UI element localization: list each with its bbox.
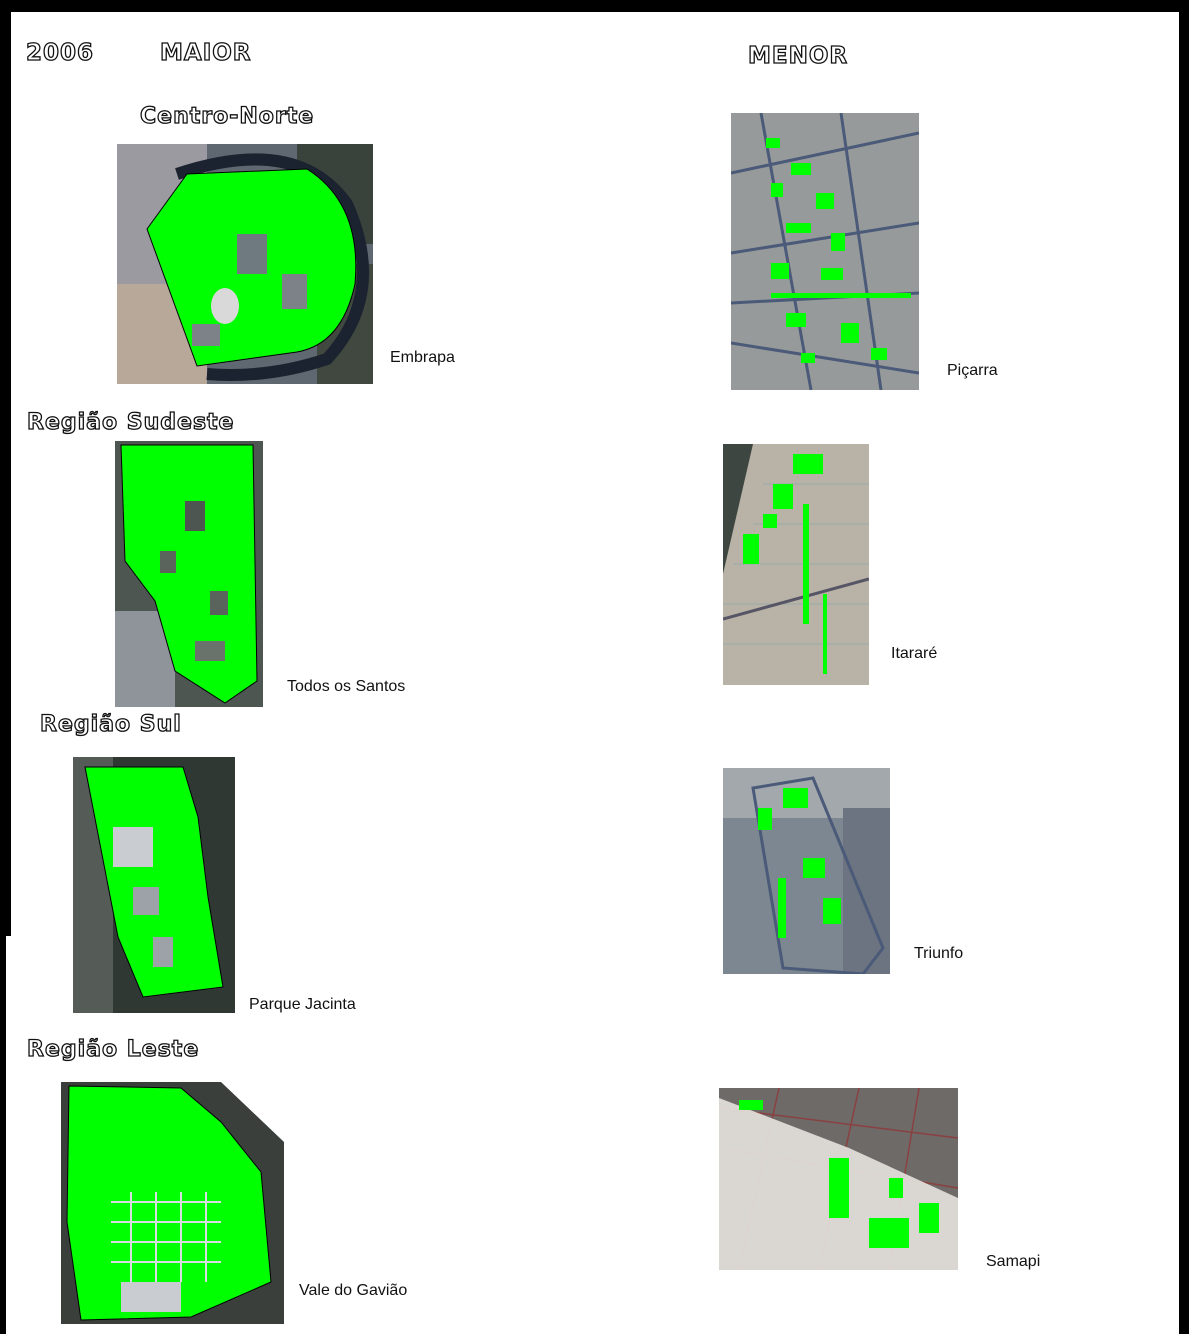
frame-left-border bbox=[0, 0, 11, 936]
map-triunfo bbox=[723, 768, 890, 974]
column-header-menor: MENOR bbox=[747, 42, 849, 69]
place-label-itarare: Itararé bbox=[891, 645, 938, 662]
region-heading-leste: Região Leste bbox=[26, 1036, 200, 1062]
place-label-todos-os-santos: Todos os Santos bbox=[287, 678, 406, 695]
place-label-parque-jacinta: Parque Jacinta bbox=[249, 996, 356, 1013]
place-label-vale-do-gaviao: Vale do Gavião bbox=[299, 1282, 408, 1299]
region-heading-sul: Região Sul bbox=[39, 711, 182, 737]
map-samapi bbox=[719, 1088, 958, 1270]
place-label-embrapa: Embrapa bbox=[390, 349, 455, 366]
place-label-triunfo: Triunfo bbox=[914, 945, 964, 962]
place-label-picarra: Piçarra bbox=[947, 362, 998, 379]
frame-top-border bbox=[0, 0, 1189, 12]
column-header-maior: MAIOR bbox=[159, 39, 252, 66]
year-label: 2006 bbox=[25, 39, 95, 66]
map-embrapa bbox=[117, 144, 373, 384]
place-label-samapi: Samapi bbox=[986, 1253, 1041, 1270]
frame-left-border-lower bbox=[0, 936, 6, 1334]
map-vale-do-gaviao bbox=[61, 1082, 284, 1324]
map-itarare bbox=[723, 444, 869, 685]
region-heading-centro-norte: Centro-Norte bbox=[139, 103, 315, 129]
map-parque-jacinta bbox=[73, 757, 235, 1013]
map-todos-os-santos bbox=[115, 441, 263, 707]
frame-right-border bbox=[1179, 0, 1189, 1334]
map-picarra bbox=[731, 113, 919, 390]
region-heading-sudeste: Região Sudeste bbox=[26, 409, 235, 435]
